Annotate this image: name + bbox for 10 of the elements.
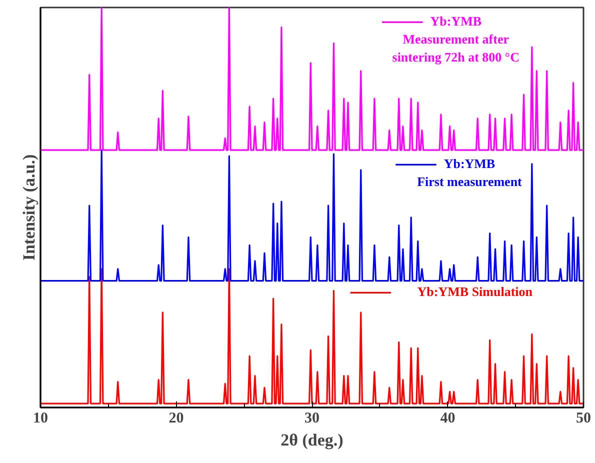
x-axis-title: 2θ (deg.) [280,430,344,450]
y-axis-title: Intensity (a.u.) [20,154,38,261]
legend-label: Yb:YMB Simulation [417,284,534,299]
x-tick-label: 40 [440,410,456,426]
legend-label: Yb:YMB Measurement after sintering 72h at 800 °C [392,13,520,64]
x-tick-label: 30 [304,410,320,426]
x-tick-label: 10 [33,410,48,426]
legend-label: Yb:YMB First measurement [417,156,523,190]
x-tick-label: 20 [168,410,184,426]
x-tick-label: 50 [576,410,591,426]
